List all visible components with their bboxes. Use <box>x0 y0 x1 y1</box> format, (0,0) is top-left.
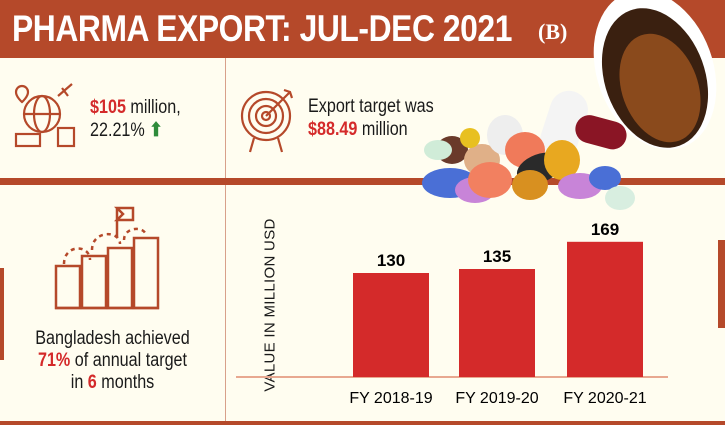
data-label: 130 <box>377 251 405 270</box>
target-label: Export target was <box>308 96 434 117</box>
achievement-line-1: Bangladesh achieved <box>35 328 190 349</box>
growth-bars-flag-icon <box>54 206 160 310</box>
achievement-percent: 71% <box>37 350 71 371</box>
bottom-divider <box>0 421 725 425</box>
right-accent-bar <box>718 240 725 328</box>
export-value-line: $105 million, <box>90 96 181 119</box>
horizontal-divider <box>0 178 725 185</box>
achievement-text: Bangladesh achieved 71% of annual target… <box>0 328 225 394</box>
x-tick-label: FY 2018-19 <box>349 390 432 407</box>
achievement-line-2: 71% of annual target <box>17 350 208 372</box>
data-label: 169 <box>591 220 619 239</box>
achievement-months: 6 <box>87 372 97 393</box>
x-tick-label: FY 2020-21 <box>563 390 646 407</box>
arrow-up-icon: ⬆ <box>149 120 163 141</box>
bar-fy-2018-19 <box>353 273 429 377</box>
left-accent-bar <box>0 268 4 360</box>
vertical-divider <box>225 58 226 424</box>
growth-line: 22.21% ⬆ <box>90 119 163 142</box>
publisher-logo: (B) <box>538 19 568 44</box>
target-unit: million <box>357 119 408 140</box>
data-label: 135 <box>483 247 511 266</box>
target-value: $88.49 <box>308 119 358 140</box>
target-icon <box>240 88 294 153</box>
x-tick-label: FY 2019-20 <box>455 390 538 407</box>
page-title: PHARMA EXPORT: JUL-DEC 2021 <box>12 8 512 49</box>
achievement-line-2-rest: of annual target <box>70 350 188 371</box>
bar-fy-2019-20 <box>459 269 535 377</box>
target-line: $88.49 million <box>308 118 408 141</box>
bar-fy-2020-21 <box>567 241 643 377</box>
achievement-line-3-pre: in <box>70 372 88 393</box>
growth-percent: 22.21% <box>90 120 145 141</box>
achievement-line-3-post: months <box>96 372 155 393</box>
export-value: $105 <box>90 97 126 118</box>
achievement-line-3: in 6 months <box>17 372 208 394</box>
export-unit: million, <box>125 97 181 118</box>
pills-bottle-illustration <box>422 0 717 210</box>
globe-plane-icon <box>14 83 76 148</box>
